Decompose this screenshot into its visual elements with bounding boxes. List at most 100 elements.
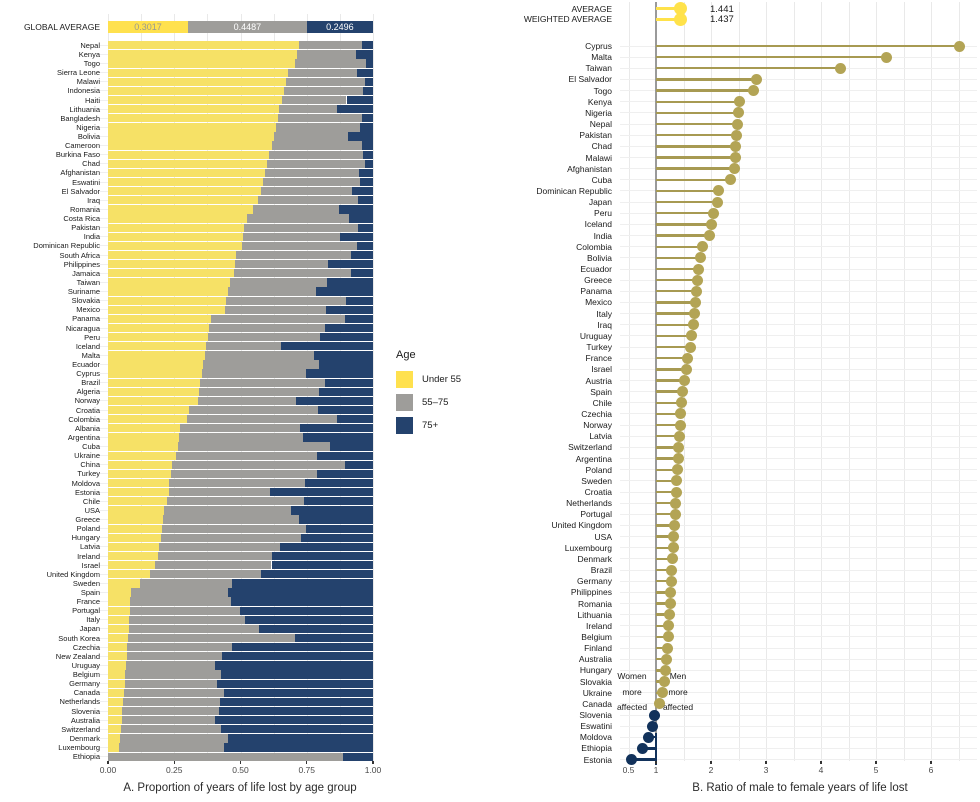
bar-segment-under55 (108, 205, 254, 214)
country-label: Ukraine (74, 451, 100, 461)
legend-swatch-under55 (396, 371, 413, 388)
country-label: Canada (582, 698, 612, 709)
row-gridline (620, 603, 977, 604)
bar-segment-under55 (108, 670, 126, 679)
bar-segment-under55 (108, 661, 127, 670)
bar-segment-55-75 (267, 159, 365, 168)
bar-segment-75plus (337, 415, 373, 424)
bar-segment-55-75 (163, 515, 299, 524)
bar-segment-75plus (218, 706, 373, 716)
x-axis-tick-label: 0.5 (622, 765, 635, 775)
bar-segment-75plus (318, 405, 373, 415)
bar-segment-55-75 (269, 150, 364, 159)
lollipop-dot (713, 185, 725, 197)
bar-segment-75plus (351, 250, 373, 260)
row-gridline (620, 747, 977, 749)
bar-segment-under55 (108, 624, 129, 634)
average-stem (656, 17, 681, 21)
country-label: Finland (584, 643, 612, 654)
bar-segment-55-75 (108, 752, 344, 761)
legend-item-55-75: 55–75 (396, 391, 461, 414)
lollipop-stem (656, 435, 680, 438)
average-stem (656, 7, 681, 11)
lollipop-stem (656, 312, 695, 315)
bar-segment-55-75 (120, 734, 228, 743)
x-axis-tick-label: 5 (873, 765, 879, 775)
bar-segment-under55 (108, 150, 270, 159)
bar-segment-55-75 (119, 743, 225, 752)
country-label: Ecuador (580, 264, 612, 274)
bar-segment-75plus (361, 114, 373, 123)
country-label: Italy (86, 615, 100, 625)
lollipop-stem (656, 323, 694, 326)
lollipop-dot (677, 386, 689, 398)
row-gridline (620, 179, 977, 181)
lollipop-stem (656, 55, 887, 59)
row-gridline (620, 257, 977, 259)
bar-segment-55-75 (263, 177, 361, 187)
country-label: Cuba (82, 442, 100, 452)
bar-segment-55-75 (168, 488, 271, 497)
country-label: Iraq (597, 319, 612, 330)
country-label: Panama (72, 314, 100, 324)
bar-segment-75plus (300, 533, 373, 542)
lollipop-stem (656, 457, 678, 460)
legend-item-under55: Under 55 (396, 368, 461, 391)
bar-segment-under55 (108, 734, 121, 743)
bar-segment-75plus (364, 159, 373, 168)
lollipop-stem (656, 535, 674, 538)
lollipop-dot (662, 642, 674, 654)
row-gridline (620, 157, 977, 158)
global-bar-segment-under55 (108, 20, 188, 34)
bar-segment-75plus (346, 95, 373, 105)
legend-swatch-75plus (396, 417, 413, 434)
country-label: Ethiopia (581, 743, 612, 754)
bar-segment-75plus (306, 369, 373, 378)
row-gridline (620, 469, 977, 471)
bar-segment-under55 (108, 515, 164, 524)
row-gridline (620, 201, 977, 203)
bar-segment-55-75 (207, 332, 320, 342)
bar-segment-75plus (343, 752, 373, 761)
bar-segment-55-75 (225, 305, 327, 314)
bar-segment-under55 (108, 296, 227, 305)
bar-segment-55-75 (159, 542, 280, 552)
x-axis-tick-label: 1 (653, 765, 659, 775)
gridline-vertical (793, 2, 795, 761)
bar-segment-under55 (108, 41, 299, 50)
lollipop-dot (666, 564, 678, 576)
gridline-vertical (141, 14, 143, 761)
country-label: Chile (82, 496, 100, 506)
country-label: Sweden (72, 578, 100, 588)
country-label: Nepal (589, 119, 612, 130)
country-label: Colombia (576, 241, 612, 252)
x-axis-tick (655, 761, 657, 764)
bar-segment-55-75 (234, 260, 328, 269)
country-label: Czechia (72, 642, 100, 652)
country-label: Slovakia (579, 676, 612, 687)
lollipop-dot (687, 319, 699, 331)
row-gridline (620, 212, 977, 214)
bar-segment-75plus (319, 360, 373, 369)
bar-segment-75plus (313, 351, 373, 360)
lollipop-dot (725, 174, 737, 186)
bar-segment-55-75 (235, 250, 352, 260)
country-label: Hungary (71, 533, 100, 543)
lollipop-stem (656, 423, 681, 427)
x-axis-tick-label: 2 (708, 765, 714, 775)
bar-segment-75plus (359, 168, 373, 178)
bar-segment-75plus (224, 688, 373, 697)
bar-segment-55-75 (200, 378, 325, 387)
country-label: Croatia (75, 405, 100, 415)
row-gridline (620, 703, 977, 705)
country-label: Peru (594, 208, 612, 219)
country-label: Afghanistan (60, 168, 100, 178)
lollipop-stem (656, 334, 692, 338)
lollipop-stem (656, 624, 669, 627)
bar-segment-55-75 (126, 652, 222, 661)
lollipop-stem (656, 256, 701, 260)
bar-segment-under55 (108, 141, 272, 150)
bar-segment-75plus (232, 643, 373, 652)
x-axis-tick (239, 761, 242, 764)
country-label: South Africa (59, 250, 100, 260)
